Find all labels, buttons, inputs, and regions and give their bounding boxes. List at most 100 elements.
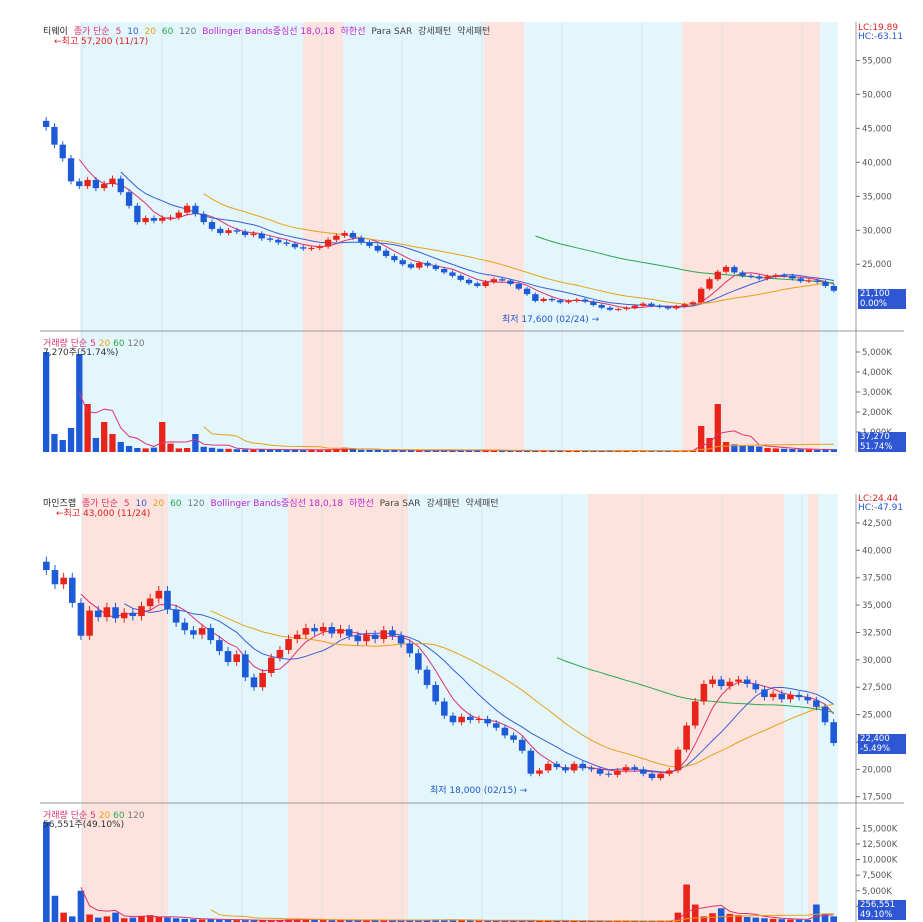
volume-bar: [700, 916, 708, 922]
candle-body: [605, 773, 613, 775]
volume-label[interactable]: 거래량: [43, 339, 68, 349]
y-tick-label: 27,500: [862, 683, 892, 693]
candle-body: [76, 181, 83, 187]
y-tick-label: 35,000: [862, 601, 892, 611]
candle-body: [515, 283, 522, 289]
volume-bar: [324, 449, 332, 452]
candle-body: [814, 280, 821, 282]
volume-bar: [333, 448, 340, 452]
volume-bar: [830, 449, 838, 452]
volume-bar: [374, 449, 381, 452]
candle-body: [423, 669, 431, 686]
candle-body: [146, 598, 154, 607]
candle-body: [553, 763, 561, 768]
candle-body: [631, 767, 638, 770]
volume-bar: [717, 908, 725, 922]
candle-body: [42, 120, 50, 127]
volume-bar: [233, 920, 240, 922]
candle-body: [457, 275, 464, 280]
volume-bar: [341, 447, 348, 452]
candle-body: [689, 302, 697, 305]
candle-body: [466, 716, 474, 721]
candle-body: [103, 607, 111, 618]
ma20-line: [210, 610, 834, 768]
chart-legend: 마인즈랩 종가 단순 5 10 20 60 120 Bollinger Band…: [43, 496, 502, 509]
volume-bar: [772, 448, 779, 452]
candle-body: [432, 685, 439, 702]
candle-body: [656, 305, 663, 308]
y-tick-label: 30,000: [862, 226, 892, 236]
candle-body: [622, 767, 630, 771]
ma10-line: [123, 603, 834, 773]
volume-bar: [391, 449, 398, 452]
volume-ma20-line: [210, 909, 834, 922]
legend-stock-name[interactable]: 마인즈랩: [43, 499, 77, 509]
candle-body: [639, 303, 647, 306]
volume-bar: [747, 446, 755, 452]
volume-bar: [382, 450, 390, 452]
hc-value: HC:-63.11: [858, 32, 904, 42]
volume-bar: [706, 438, 713, 452]
candle-body: [813, 700, 820, 707]
volume-bar: [474, 450, 481, 452]
candle-body: [324, 239, 332, 247]
candle-body: [407, 264, 415, 268]
y-tick-label: 25,000: [862, 711, 892, 721]
volume-bar: [743, 917, 751, 922]
volume-last-box: 256,551 49.10%: [858, 900, 906, 920]
candle-body: [399, 260, 406, 265]
volume-ma-label: 단순: [70, 811, 88, 821]
volume-bar: [466, 920, 474, 922]
volume-bar: [207, 919, 215, 922]
candle-body: [527, 750, 535, 774]
volume-bar: [590, 451, 597, 452]
volume-last-pct: 49.10%: [860, 910, 893, 920]
volume-bar: [142, 448, 149, 452]
candle-body: [225, 230, 232, 233]
candle-body: [739, 272, 746, 276]
candle-body: [548, 298, 556, 301]
volume-bar: [302, 919, 310, 922]
candle-body: [345, 629, 353, 636]
volume-bar: [349, 449, 357, 452]
volume-bar: [722, 442, 730, 452]
candle-body: [349, 232, 357, 238]
pattern-band: [288, 494, 408, 922]
legend-psar: Para SAR: [379, 499, 421, 509]
candle-body: [416, 262, 423, 268]
lc-value: LC:19.89: [858, 23, 899, 33]
last-change: 0.00%: [860, 299, 888, 309]
low-note: 최저 18,000 (02/15) →: [430, 786, 528, 796]
volume-bar: [300, 450, 307, 452]
candle-body: [432, 265, 440, 269]
volume-bar: [276, 920, 284, 922]
candle-body: [233, 654, 240, 663]
candle-body: [112, 607, 119, 619]
legend-stock-name[interactable]: 티웨이: [43, 27, 68, 37]
pattern-band: [820, 22, 838, 452]
volume-label[interactable]: 거래량: [43, 811, 68, 821]
candle-body: [557, 300, 564, 303]
volume-bar: [548, 450, 556, 452]
volume-ma120: 120: [127, 811, 145, 821]
volume-bar: [283, 449, 290, 452]
legend-ma5: 5: [123, 499, 130, 509]
volume-bar: [673, 450, 680, 452]
candle-body: [283, 242, 290, 244]
candle-body: [266, 238, 274, 240]
volume-y-tick-label: 4,000K: [862, 368, 892, 378]
volume-bar: [217, 448, 224, 452]
y-tick-label: 40,000: [862, 158, 892, 168]
candle-body: [523, 288, 531, 295]
legend-ma10: 10: [135, 499, 147, 509]
pattern-band: [524, 22, 682, 452]
volume-bar: [175, 448, 182, 452]
volume-bar: [415, 920, 422, 922]
candle-body: [501, 727, 509, 736]
candle-body: [415, 653, 422, 670]
legend-ma20: 20: [144, 27, 156, 37]
y-tick-label: 50,000: [862, 90, 892, 100]
candle-body: [614, 770, 621, 775]
candle-body: [207, 628, 215, 641]
legend-price-label: 종가 단순: [73, 27, 110, 37]
